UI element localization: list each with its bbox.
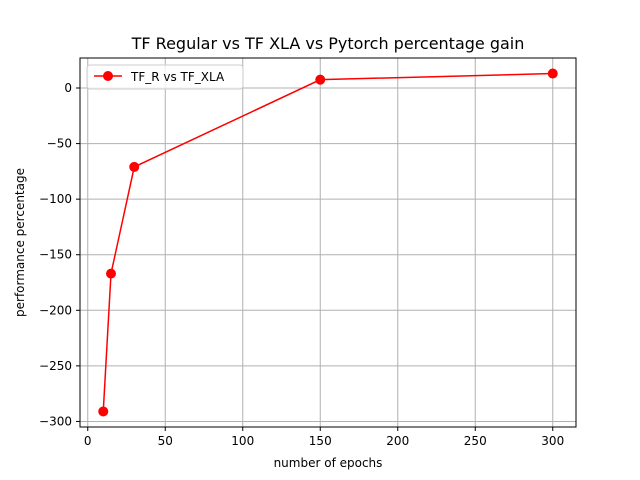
y-tick-label: −100 bbox=[39, 192, 72, 206]
tick-layer: 0 50 100 150 200 250 300 0 −50 −100 −150 −200 −250 −3… bbox=[39, 81, 564, 448]
series-layer bbox=[98, 68, 558, 417]
legend-marker bbox=[103, 71, 113, 81]
y-tick-label: −300 bbox=[39, 414, 72, 428]
y-tick-label: −50 bbox=[47, 137, 72, 151]
data-point bbox=[98, 406, 109, 417]
y-tick-label: −250 bbox=[39, 359, 72, 373]
data-point bbox=[106, 268, 116, 279]
x-axis-label: number of epochs bbox=[274, 456, 383, 470]
chart-title: TF Regular vs TF XLA vs Pytorch percenta… bbox=[131, 34, 525, 53]
plot-frame bbox=[79, 57, 577, 428]
y-axis-label: performance percentage bbox=[13, 168, 27, 317]
data-point bbox=[315, 74, 326, 85]
x-tick-label: 200 bbox=[386, 434, 409, 448]
x-tick-label: 100 bbox=[231, 434, 254, 448]
x-tick-label: 0 bbox=[84, 434, 92, 448]
legend-box bbox=[86, 64, 244, 90]
data-point bbox=[129, 161, 140, 172]
legend: TF_R vs TF_XLA bbox=[86, 64, 244, 90]
data-point bbox=[547, 68, 558, 79]
x-tick-label: 150 bbox=[309, 434, 332, 448]
x-tick-label: 300 bbox=[541, 434, 564, 448]
legend-label: TF_R vs TF_XLA bbox=[130, 70, 225, 84]
y-tick-label: −200 bbox=[39, 303, 72, 317]
x-tick-label: 50 bbox=[158, 434, 173, 448]
y-tick-label: 0 bbox=[64, 81, 72, 95]
y-tick-label: −150 bbox=[39, 248, 72, 262]
x-tick-label: 250 bbox=[464, 434, 487, 448]
